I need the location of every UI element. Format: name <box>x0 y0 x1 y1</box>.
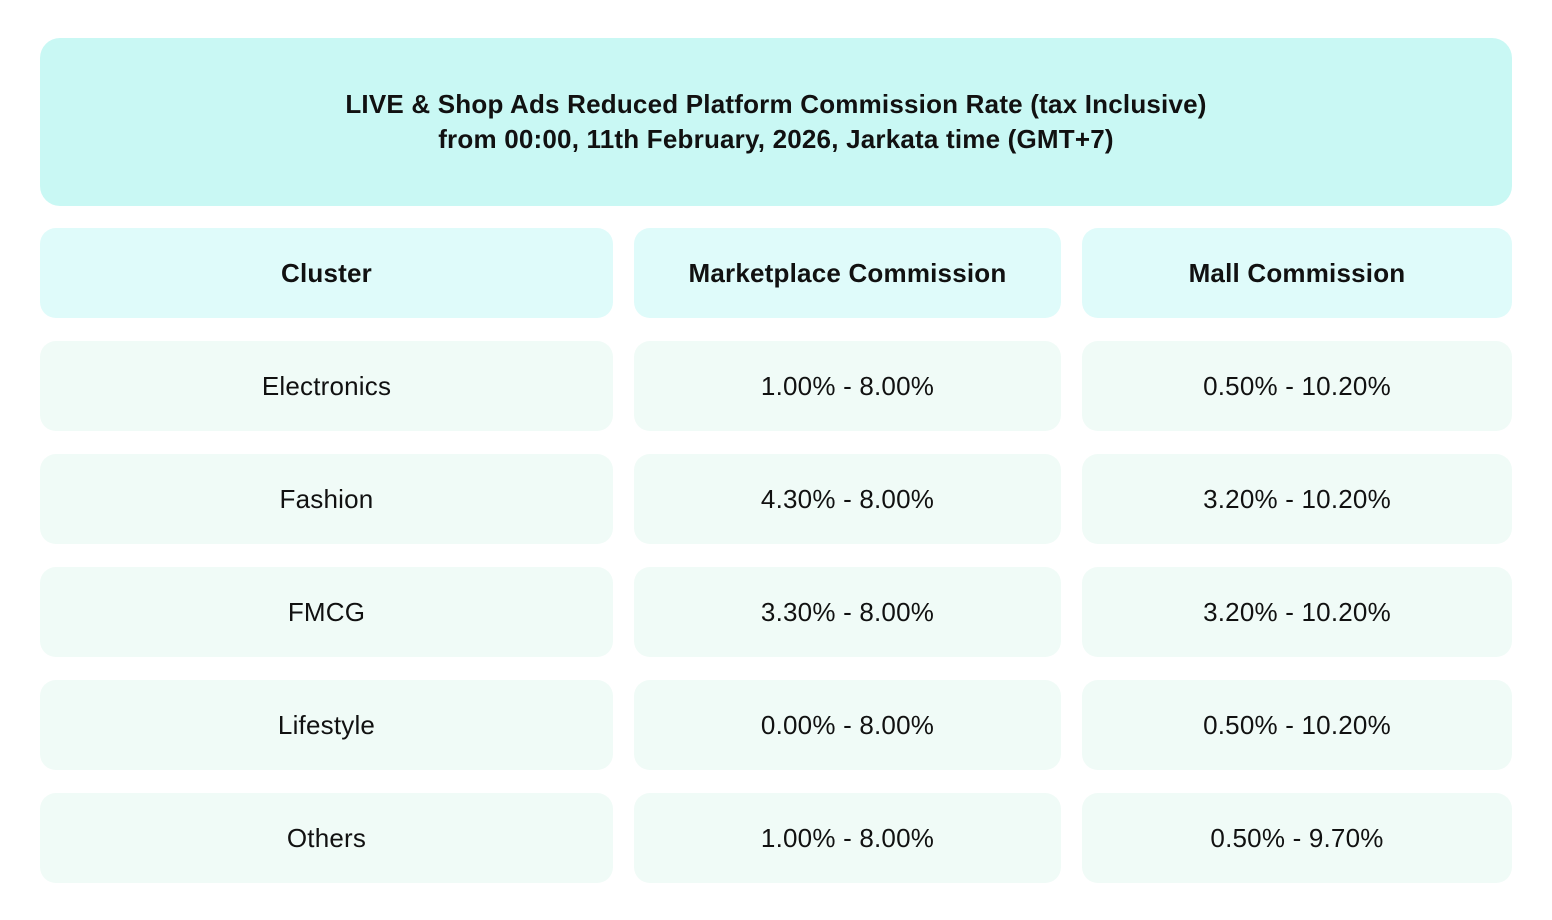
title-banner: LIVE & Shop Ads Reduced Platform Commiss… <box>40 38 1512 206</box>
table-cell-marketplace-commission: 3.30% - 8.00% <box>634 567 1061 657</box>
banner-title-line-2: from 00:00, 11th February, 2026, Jarkata… <box>438 124 1114 154</box>
table-cell-mall-commission: 0.50% - 10.20% <box>1082 680 1512 770</box>
banner-title-line-1: LIVE & Shop Ads Reduced Platform Commiss… <box>345 89 1207 119</box>
table-cell-mall-commission: 3.20% - 10.20% <box>1082 454 1512 544</box>
table-cell-cluster: FMCG <box>40 567 613 657</box>
table-cell-mall-commission: 0.50% - 9.70% <box>1082 793 1512 883</box>
table-cell-cluster: Fashion <box>40 454 613 544</box>
column-header-cluster: Cluster <box>40 228 613 318</box>
table-cell-marketplace-commission: 4.30% - 8.00% <box>634 454 1061 544</box>
table-cell-mall-commission: 0.50% - 10.20% <box>1082 341 1512 431</box>
table-cell-marketplace-commission: 1.00% - 8.00% <box>634 341 1061 431</box>
table-cell-cluster: Others <box>40 793 613 883</box>
column-header-mall-commission: Mall Commission <box>1082 228 1512 318</box>
column-header-marketplace-commission: Marketplace Commission <box>634 228 1061 318</box>
table-cell-marketplace-commission: 0.00% - 8.00% <box>634 680 1061 770</box>
table-cell-cluster: Lifestyle <box>40 680 613 770</box>
table-cell-marketplace-commission: 1.00% - 8.00% <box>634 793 1061 883</box>
commission-table: Cluster Marketplace Commission Mall Comm… <box>40 228 1512 883</box>
table-cell-cluster: Electronics <box>40 341 613 431</box>
table-cell-mall-commission: 3.20% - 10.20% <box>1082 567 1512 657</box>
